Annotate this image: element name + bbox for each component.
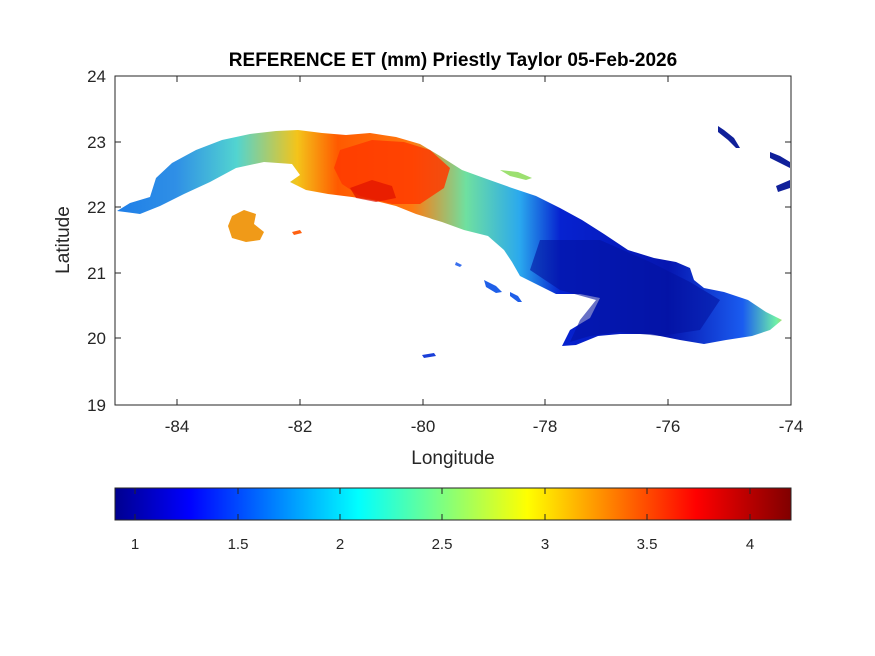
peak-et-zone bbox=[350, 180, 396, 202]
y-axis-label: Latitude bbox=[53, 206, 74, 274]
x-tick-label: -78 bbox=[533, 417, 558, 436]
map-axes bbox=[114, 75, 792, 406]
islet-east-2 bbox=[776, 180, 790, 192]
y-tick-label: 21 bbox=[87, 264, 106, 283]
islet-east bbox=[770, 152, 790, 168]
y-tick-label: 24 bbox=[87, 67, 106, 86]
colorbar-tick-label: 3 bbox=[541, 536, 549, 553]
x-tick-label: -80 bbox=[411, 417, 436, 436]
y-tick-label: 19 bbox=[87, 396, 106, 415]
y-ticks bbox=[115, 141, 791, 339]
colorbar-tick-label: 2 bbox=[336, 536, 344, 553]
cay-far-south bbox=[422, 353, 436, 358]
islet-northeast bbox=[718, 126, 740, 148]
cay-south bbox=[484, 280, 502, 293]
cuba-et-map bbox=[117, 126, 790, 358]
colorbar-tick-label: 2.5 bbox=[432, 536, 453, 553]
x-tick-label: -74 bbox=[779, 417, 804, 436]
colorbar-tick-label: 1 bbox=[131, 536, 139, 553]
colorbar-tick-label: 4 bbox=[746, 536, 754, 553]
cay-north bbox=[500, 170, 532, 180]
colorbar-tick-label: 3.5 bbox=[637, 536, 658, 553]
cay-south-2 bbox=[510, 292, 522, 302]
x-ticks bbox=[176, 76, 669, 405]
low-et-zone bbox=[530, 240, 720, 342]
cay-south-3 bbox=[455, 262, 462, 267]
x-tick-label: -76 bbox=[656, 417, 681, 436]
isla-de-la-juventud bbox=[228, 210, 264, 242]
colorbar bbox=[114, 487, 792, 521]
colorbar-tick-label: 1.5 bbox=[228, 536, 249, 553]
x-axis-label: Longitude bbox=[411, 448, 494, 469]
colorbar-ticks bbox=[134, 488, 751, 520]
y-tick-label: 20 bbox=[87, 329, 106, 348]
x-tick-label: -82 bbox=[288, 417, 313, 436]
x-tick-label: -84 bbox=[165, 417, 190, 436]
y-tick-label: 22 bbox=[87, 198, 106, 217]
map-title: REFERENCE ET (mm) Priestly Taylor 05-Feb… bbox=[229, 50, 677, 71]
y-tick-label: 23 bbox=[87, 133, 106, 152]
cay-west bbox=[292, 230, 302, 235]
